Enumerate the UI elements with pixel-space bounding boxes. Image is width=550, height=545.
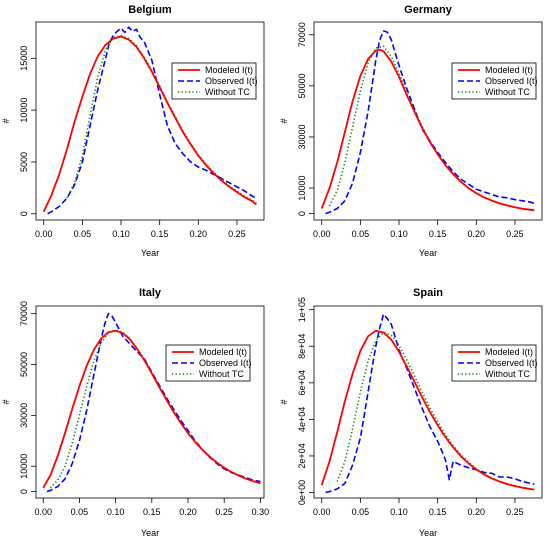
legend-label: Without TC xyxy=(485,87,530,97)
plot-frame xyxy=(35,21,265,221)
x-tick-label: 0.10 xyxy=(107,507,125,517)
x-tick-label: 0.10 xyxy=(112,229,130,239)
x-tick-label: 0.25 xyxy=(228,229,246,239)
x-tick-label: 0.10 xyxy=(390,507,408,517)
series-line-modeled-i-t xyxy=(42,35,257,213)
series-line-modeled-i-t xyxy=(320,329,535,491)
legend-box xyxy=(451,344,537,382)
y-axis-label: # xyxy=(1,118,11,123)
y-tick-label: 15000 xyxy=(19,46,29,71)
chart-panel-1: Belgium 0.00 0.05 0.10 0.15 0.20 0.25 0 5000 1000… xyxy=(1,4,265,258)
y-tick-label: 70000 xyxy=(297,22,307,47)
plot-frame xyxy=(313,305,543,499)
legend: Modeled I(t)Observed I(t)Without TC xyxy=(171,62,258,100)
plot-frame xyxy=(35,305,265,499)
x-tick-label: 0.05 xyxy=(352,229,370,239)
legend-label: Without TC xyxy=(205,87,250,97)
chart-panel-4: Spain 0.00 0.05 0.10 0.15 0.20 0.25 0e+00 2e+04 4… xyxy=(279,287,543,538)
legend-label: Observed I(t) xyxy=(199,358,252,368)
legend-label: Without TC xyxy=(199,369,244,379)
legend-label: Observed I(t) xyxy=(485,358,538,368)
x-axis-label: Year xyxy=(141,528,159,538)
legend-box xyxy=(165,344,251,382)
y-tick-label: 30000 xyxy=(297,124,307,149)
x-axis-label: Year xyxy=(419,528,437,538)
chart-title: Germany xyxy=(404,4,453,16)
x-tick-label: 0.15 xyxy=(151,229,169,239)
legend: Modeled I(t)Observed I(t)Without TC xyxy=(165,344,252,382)
y-tick-label: 8e+04 xyxy=(297,334,307,359)
y-tick-label: 70000 xyxy=(19,301,29,326)
y-tick-label: 10000 xyxy=(19,98,29,123)
series-line-observed-i-t xyxy=(325,30,535,215)
series-line-without-tc xyxy=(66,34,257,205)
y-tick-label: 0 xyxy=(19,211,29,216)
chart-title: Belgium xyxy=(128,4,172,16)
y-tick-label: 10000 xyxy=(297,176,307,201)
y-tick-label: 4e+04 xyxy=(297,407,307,432)
x-tick-label: 0.00 xyxy=(313,229,331,239)
y-axis-label: # xyxy=(1,399,11,404)
legend-label: Modeled I(t) xyxy=(205,65,253,75)
series-line-observed-i-t xyxy=(47,26,257,215)
y-tick-label: 1e+05 xyxy=(297,297,307,322)
y-tick-label: 2e+04 xyxy=(297,443,307,468)
x-tick-label: 0.20 xyxy=(468,229,486,239)
x-tick-label: 0.00 xyxy=(34,507,52,517)
y-tick-label: 50000 xyxy=(297,73,307,98)
x-tick-label: 0.05 xyxy=(74,229,92,239)
x-tick-label: 0.25 xyxy=(215,507,233,517)
legend-label: Modeled I(t) xyxy=(485,65,533,75)
x-tick-label: 0.25 xyxy=(506,507,524,517)
x-tick-label: 0.20 xyxy=(468,507,486,517)
chart-panel-3: Italy 0.00 0.05 0.10 0.15 0.20 0.25 0.30 0 10000 3… xyxy=(1,287,269,538)
series-line-modeled-i-t xyxy=(320,48,535,212)
x-tick-label: 0.00 xyxy=(313,507,331,517)
x-tick-label: 0.30 xyxy=(252,507,270,517)
x-tick-label: 0.05 xyxy=(352,507,370,517)
x-tick-label: 0.15 xyxy=(429,229,447,239)
y-axis-label: # xyxy=(279,399,289,404)
y-tick-label: 0 xyxy=(19,489,29,494)
y-tick-label: 10000 xyxy=(19,454,29,479)
x-tick-label: 0.05 xyxy=(71,507,89,517)
series-line-observed-i-t xyxy=(46,312,261,493)
chart-panel-2: Germany 0.00 0.05 0.10 0.15 0.20 0.25 0 10000 300… xyxy=(279,4,543,258)
y-tick-label: 5000 xyxy=(19,152,29,172)
x-tick-label: 0.15 xyxy=(429,507,447,517)
y-tick-label: 6e+04 xyxy=(297,370,307,395)
y-tick-label: 0 xyxy=(297,211,307,216)
y-axis-label: # xyxy=(279,118,289,123)
plot-frame xyxy=(313,21,543,221)
chart-title: Italy xyxy=(139,287,162,299)
x-axis-label: Year xyxy=(419,248,437,258)
series-line-observed-i-t xyxy=(325,313,535,494)
legend-label: Modeled I(t) xyxy=(485,347,533,357)
legend: Modeled I(t)Observed I(t)Without TC xyxy=(451,62,538,100)
x-tick-label: 0.20 xyxy=(179,507,197,517)
legend: Modeled I(t)Observed I(t)Without TC xyxy=(451,344,538,382)
y-tick-label: 0e+00 xyxy=(297,480,307,505)
legend-label: Observed I(t) xyxy=(205,76,258,86)
legend-label: Without TC xyxy=(485,369,530,379)
legend-box xyxy=(171,62,257,100)
legend-label: Modeled I(t) xyxy=(199,347,247,357)
x-tick-label: 0.00 xyxy=(35,229,53,239)
x-tick-label: 0.20 xyxy=(190,229,208,239)
legend-box xyxy=(451,62,537,100)
x-axis-label: Year xyxy=(141,248,159,258)
y-tick-label: 30000 xyxy=(19,403,29,428)
x-tick-label: 0.10 xyxy=(390,229,408,239)
x-tick-label: 0.15 xyxy=(143,507,161,517)
y-tick-label: 50000 xyxy=(19,352,29,377)
series-line-modeled-i-t xyxy=(42,329,261,489)
x-tick-label: 0.25 xyxy=(506,229,524,239)
legend-label: Observed I(t) xyxy=(485,76,538,86)
chart-title: Spain xyxy=(413,287,443,299)
